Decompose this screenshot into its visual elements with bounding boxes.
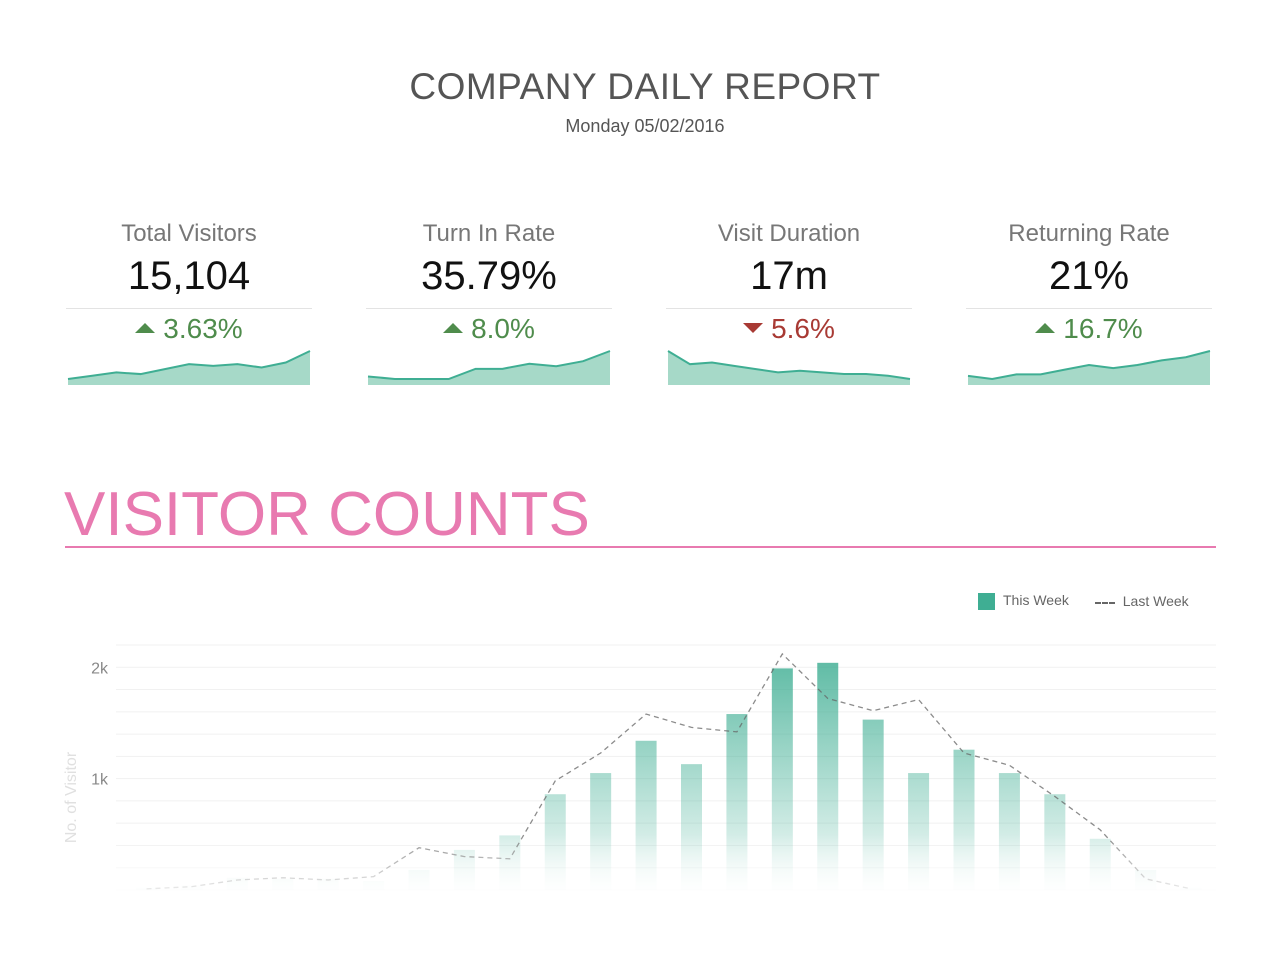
kpi-divider (966, 308, 1212, 309)
kpi-change-value: 5.6% (771, 313, 835, 344)
section-divider (65, 546, 1216, 548)
legend-label: Last Week (1122, 593, 1189, 610)
sparkline-line (367, 350, 611, 380)
legend-item-last-week: Last Week (1094, 593, 1189, 610)
kpi-turn-in-rate: Turn In Rate 35.79% 8.0% (366, 218, 612, 385)
kpi-change-value: 3.63% (163, 313, 243, 344)
kpi-returning-rate: Returning Rate 21% 16.7% (966, 218, 1212, 385)
kpi-value: 15,104 (127, 254, 251, 298)
kpi-sparkline (967, 350, 1211, 385)
visitor-counts-chart: 1k 2k No. of Visitor (63, 644, 1216, 892)
sparkline-area (668, 351, 910, 385)
report-date: Monday 05/02/2016 (565, 116, 725, 136)
kpi-value: 17m (750, 254, 828, 298)
kpi-total-visitors: Total Visitors 15,104 3.63% (66, 218, 312, 385)
kpi-change: 16.7% (966, 309, 1212, 349)
kpi-change-value: 16.7% (1063, 313, 1143, 344)
kpi-value: 35.79% (421, 254, 557, 298)
kpi-change-value: 8.0% (471, 313, 535, 344)
legend-dash (1094, 601, 1115, 604)
chart-legend: This Week Last Week (978, 592, 1211, 611)
legend-swatch (978, 593, 995, 611)
kpi-change: 8.0% (366, 309, 612, 349)
sparkline-line (667, 350, 911, 380)
sparkline-area (968, 351, 1210, 385)
kpi-label: Total Visitors (121, 220, 257, 247)
kpi-label: Turn In Rate (422, 220, 556, 247)
sparkline-area (68, 351, 310, 385)
kpi-label: Returning Rate (1008, 220, 1170, 247)
kpi-sparkline (367, 350, 611, 385)
kpi-change: 5.6% (666, 309, 912, 349)
kpi-value: 21% (1048, 254, 1130, 298)
kpi-sparkline (67, 350, 311, 385)
legend-item-this-week: This Week (978, 592, 1069, 611)
kpi-divider (66, 308, 312, 309)
y-tick-label: 1k (91, 772, 109, 789)
y-tick-label: 2k (91, 660, 109, 677)
sparkline-area (368, 351, 610, 385)
y-axis-label: No. of Visitor (63, 751, 80, 843)
trend-down-icon (743, 322, 764, 333)
report-title: COMPANY DAILY REPORT (409, 66, 881, 107)
kpi-divider (666, 308, 912, 309)
trend-up-icon (1035, 322, 1056, 333)
section-title: VISITOR COUNTS (64, 480, 590, 549)
kpi-label: Visit Duration (717, 220, 861, 247)
kpi-change: 3.63% (66, 309, 312, 349)
kpi-divider (366, 308, 612, 309)
legend-label: This Week (1003, 592, 1069, 609)
trend-up-icon (443, 322, 464, 333)
baseline-fade (116, 834, 1216, 892)
trend-up-icon (135, 322, 156, 333)
kpi-visit-duration: Visit Duration 17m 5.6% (666, 218, 912, 385)
kpi-sparkline (667, 350, 911, 385)
bar-this-week (817, 662, 839, 890)
sparkline-line (67, 350, 311, 380)
sparkline-line (967, 350, 1211, 381)
